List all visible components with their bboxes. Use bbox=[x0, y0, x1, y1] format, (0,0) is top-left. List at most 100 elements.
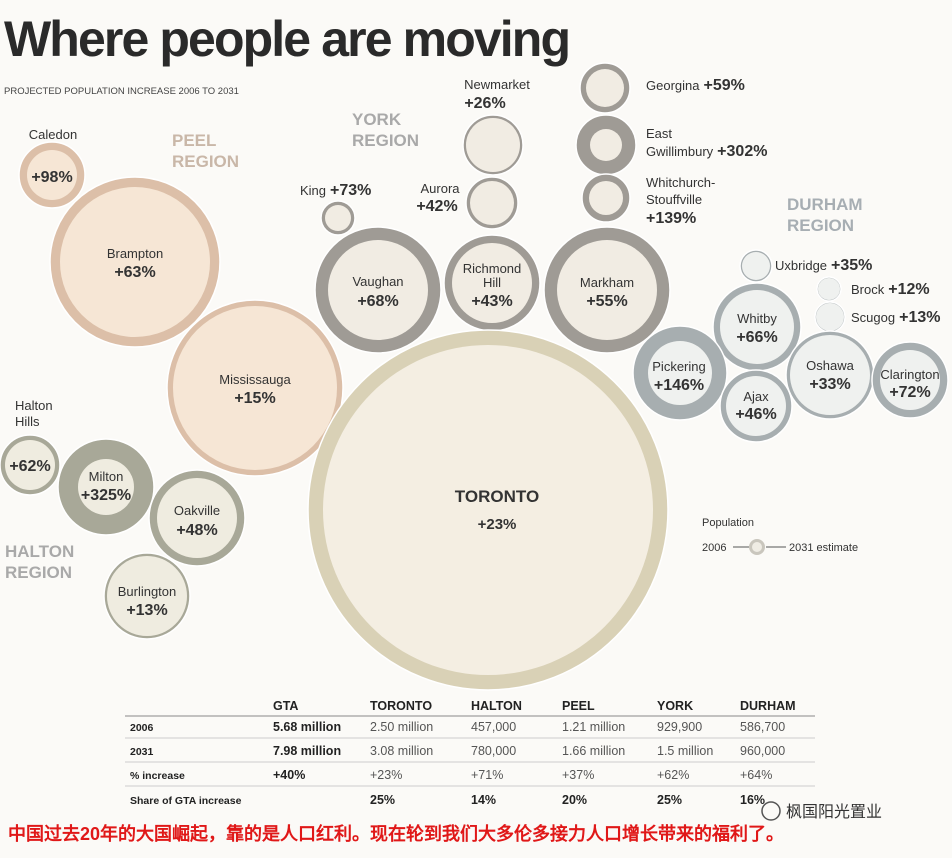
bubble-change: +48% bbox=[176, 522, 217, 539]
bubble-change: +13% bbox=[126, 602, 167, 619]
bubble-2006 bbox=[880, 350, 940, 410]
bubble-change: +302% bbox=[717, 143, 767, 160]
bubble-2006 bbox=[173, 306, 337, 470]
bubble-name: Oakville bbox=[174, 503, 220, 518]
bubble-name: Vaughan bbox=[352, 274, 403, 289]
bubble-name: Ajax bbox=[743, 389, 769, 404]
table-cell: 5.68 million bbox=[273, 720, 341, 734]
bubble-change: +42% bbox=[416, 198, 457, 215]
region-label: REGION bbox=[787, 216, 854, 235]
bubble-name: Newmarket bbox=[464, 77, 530, 92]
bubble-2006 bbox=[589, 181, 623, 215]
title: Where people are moving bbox=[4, 11, 569, 67]
table-cell: 7.98 million bbox=[273, 744, 341, 758]
bubble-change: +146% bbox=[654, 377, 704, 394]
bubble-change: +68% bbox=[357, 293, 398, 310]
bubble-name: Burlington bbox=[118, 584, 177, 599]
table-header: HALTON bbox=[471, 699, 522, 713]
table-cell: 14% bbox=[471, 793, 496, 807]
table-cell: 20% bbox=[562, 793, 587, 807]
caption: 中国过去20年的大国崛起，靠的是人口红利。现在轮到我们大多伦多接力人口增长带来的… bbox=[8, 823, 784, 844]
bubble-2006 bbox=[726, 376, 786, 436]
bubble-name: Uxbridge +35% bbox=[775, 257, 872, 274]
bubble-name: Brock +12% bbox=[851, 281, 930, 298]
table-header: TORONTO bbox=[370, 699, 432, 713]
table-header: PEEL bbox=[562, 699, 595, 713]
bubble-name: Pickering bbox=[652, 359, 705, 374]
bubble-change: +139% bbox=[646, 210, 696, 227]
table-cell: 960,000 bbox=[740, 744, 785, 758]
region-label: HALTON bbox=[5, 542, 74, 561]
bubble-2006 bbox=[60, 187, 210, 337]
bubble-name: Brampton bbox=[107, 246, 163, 261]
bubble-2006 bbox=[157, 478, 237, 558]
bubble-2006 bbox=[720, 290, 794, 364]
table-header: YORK bbox=[657, 699, 693, 713]
bubble-change: +72% bbox=[889, 384, 930, 401]
bubble-change: +13% bbox=[899, 309, 940, 326]
region-label: PEEL bbox=[172, 131, 216, 150]
bubble-change: +12% bbox=[888, 281, 929, 298]
region-label: REGION bbox=[5, 563, 72, 582]
bubble-change: +33% bbox=[809, 376, 850, 393]
bubble-name: Stouffville bbox=[646, 192, 702, 207]
bubble-2006 bbox=[586, 69, 624, 107]
table-cell: 25% bbox=[657, 793, 682, 807]
bubble-2006 bbox=[470, 181, 514, 225]
bubble-2006 bbox=[816, 303, 844, 331]
bubble-2006 bbox=[557, 240, 657, 340]
bubble-2006 bbox=[818, 278, 840, 300]
bubble-2006 bbox=[78, 459, 134, 515]
bubble-change: +73% bbox=[330, 182, 371, 199]
legend-2006 bbox=[752, 542, 762, 552]
bubble-2006 bbox=[27, 150, 77, 200]
table-cell: 2.50 million bbox=[370, 720, 433, 734]
bubble-2006 bbox=[742, 252, 770, 280]
table-cell: +40% bbox=[273, 768, 305, 782]
table-cell: 457,000 bbox=[471, 720, 516, 734]
region-label: DURHAM bbox=[787, 195, 863, 214]
bubble-2006 bbox=[648, 341, 712, 405]
table-cell: +64% bbox=[740, 768, 772, 782]
bubble-2006 bbox=[466, 118, 520, 172]
table-row-label: % increase bbox=[130, 770, 185, 782]
region-label: REGION bbox=[352, 131, 419, 150]
bubble-name: Oshawa bbox=[806, 358, 854, 373]
bubble-name: Clarington bbox=[880, 367, 939, 382]
bubble-change: +15% bbox=[234, 390, 275, 407]
legend-start: 2006 bbox=[702, 542, 726, 554]
bubble-change: +35% bbox=[831, 257, 872, 274]
bubble-name: Caledon bbox=[29, 127, 77, 142]
bubble-2006 bbox=[323, 345, 653, 675]
bubble-change: +62% bbox=[9, 458, 50, 475]
bubble-name: Aurora bbox=[420, 181, 460, 196]
watermark-icon bbox=[761, 801, 781, 821]
bubble-2006 bbox=[328, 240, 428, 340]
bubble-name: Richmond bbox=[463, 261, 522, 276]
bubble-name: Whitby bbox=[737, 311, 777, 326]
legend-end: 2031 estimate bbox=[789, 542, 858, 554]
bubble-name: Mississauga bbox=[219, 372, 291, 387]
bubble-name: TORONTO bbox=[455, 487, 539, 506]
table-row-label: Share of GTA increase bbox=[130, 795, 242, 807]
table-cell: 1.66 million bbox=[562, 744, 625, 758]
region-label: YORK bbox=[352, 110, 402, 129]
bubble-name: Milton bbox=[89, 469, 124, 484]
table-cell: 586,700 bbox=[740, 720, 785, 734]
table-row-label: 2031 bbox=[130, 746, 154, 758]
table-cell: 929,900 bbox=[657, 720, 702, 734]
bubble-change: +63% bbox=[114, 264, 155, 281]
bubble-change: +66% bbox=[736, 329, 777, 346]
bubble-change: +59% bbox=[703, 77, 744, 94]
summary-table: GTA TORONTO HALTON PEEL YORK DURHAM 2006 5.68 m… bbox=[125, 699, 815, 807]
subtitle: PROJECTED POPULATION INCREASE 2006 TO 20… bbox=[4, 86, 239, 97]
bubble-name: Halton bbox=[15, 398, 53, 413]
bubble-change: +98% bbox=[31, 169, 72, 186]
bubble-change: +46% bbox=[735, 406, 776, 423]
bubble-change: +55% bbox=[586, 293, 627, 310]
table-cell: +71% bbox=[471, 768, 503, 782]
bubble-name: King +73% bbox=[300, 182, 371, 199]
bubble-name: Hills bbox=[15, 414, 40, 429]
watermark: 枫国阳光置业 bbox=[786, 803, 882, 821]
